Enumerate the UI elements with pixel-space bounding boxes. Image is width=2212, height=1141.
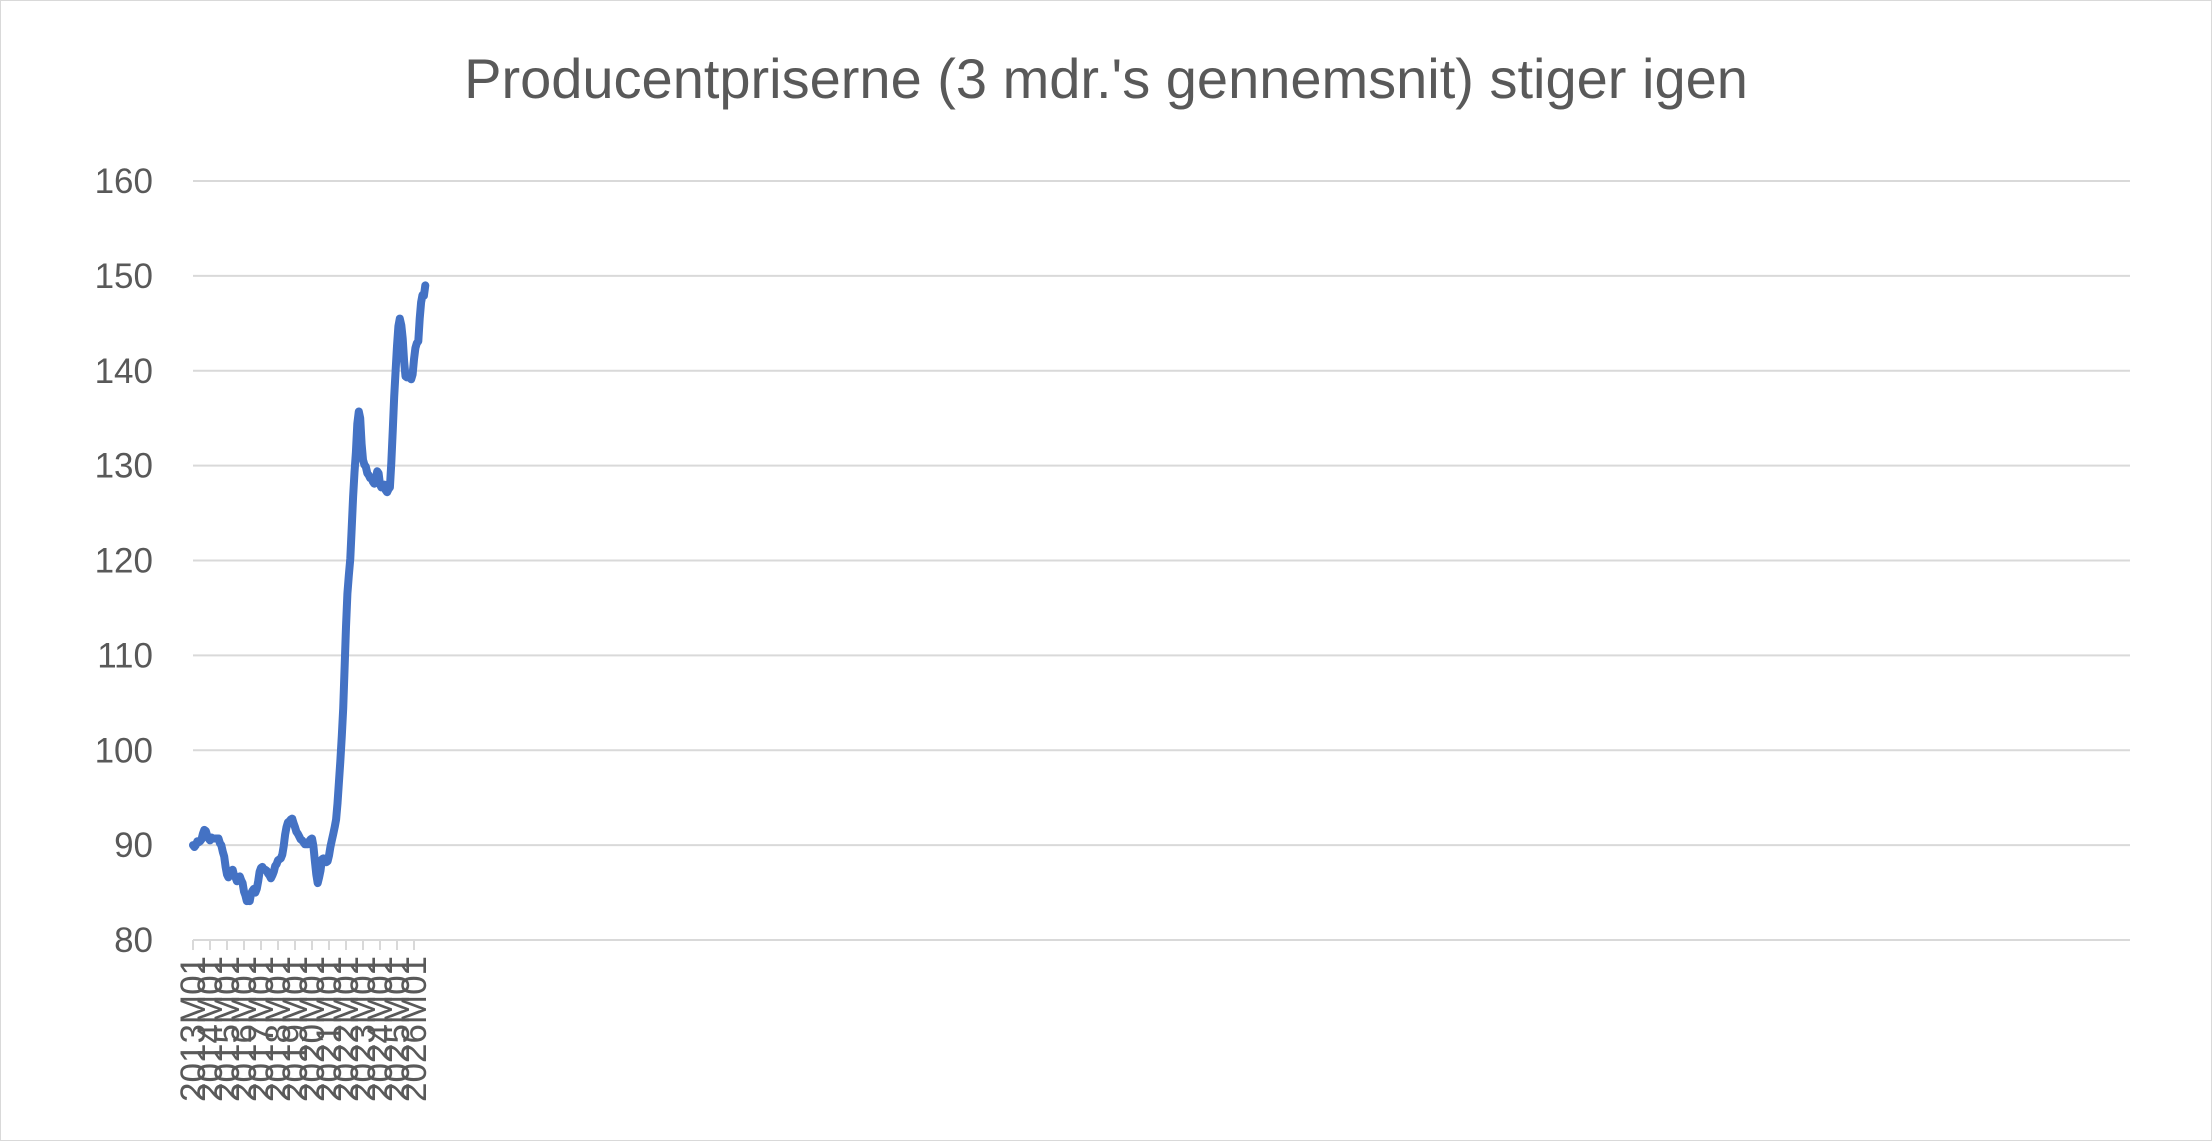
series-line-0 bbox=[189, 281, 430, 906]
x-tick-label: 2022M01 bbox=[327, 956, 366, 1102]
series-group bbox=[189, 281, 430, 906]
x-tick-label: 2023M01 bbox=[344, 956, 383, 1102]
x-tick-label: 2018M01 bbox=[259, 956, 298, 1102]
x-tick-label: 2025M01 bbox=[378, 956, 417, 1102]
chart-title: Producentpriserne (3 mdr.'s gennemsnit) … bbox=[464, 47, 1748, 110]
x-tick-label: 2019M01 bbox=[276, 956, 315, 1102]
x-tick-label: 2026M01 bbox=[395, 956, 434, 1102]
x-tick-label: 2024M01 bbox=[361, 956, 400, 1102]
y-tick-label: 130 bbox=[95, 447, 153, 486]
y-tick-label: 100 bbox=[95, 731, 153, 770]
y-tick-label: 90 bbox=[114, 826, 153, 865]
x-tick-label: 2014M01 bbox=[191, 956, 230, 1102]
x-tick-label: 2021M01 bbox=[310, 956, 349, 1102]
x-tick-label: 2013M01 bbox=[174, 956, 213, 1102]
y-tick-label: 140 bbox=[95, 352, 153, 391]
x-tick-label: 2016M01 bbox=[225, 956, 264, 1102]
x-tick-label: 2020M01 bbox=[293, 956, 332, 1102]
y-tick-label: 150 bbox=[95, 257, 153, 296]
x-tick-label: 2017M01 bbox=[242, 956, 281, 1102]
y-tick-label: 110 bbox=[97, 636, 153, 675]
y-tick-label: 160 bbox=[95, 162, 153, 201]
x-axis: 2013M012014M012015M012016M012017M012018M… bbox=[174, 939, 2130, 1102]
y-tick-label: 80 bbox=[114, 921, 153, 960]
y-axis-ticks: 80 90 100 110 120 130 140 150 160 bbox=[95, 162, 153, 960]
y-tick-label: 120 bbox=[95, 542, 153, 581]
gridlines bbox=[193, 180, 2130, 847]
x-tick-label: 2015M01 bbox=[208, 956, 247, 1102]
